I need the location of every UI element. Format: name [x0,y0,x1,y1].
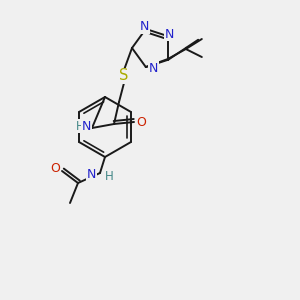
Text: N: N [140,20,149,34]
Text: O: O [136,116,146,128]
Text: H: H [105,169,114,182]
Text: S: S [119,68,129,83]
Text: N: N [164,28,174,41]
Text: O: O [50,161,60,175]
Text: N: N [87,169,96,182]
Text: N: N [82,121,91,134]
Text: N: N [149,61,158,74]
Text: H: H [76,119,85,133]
